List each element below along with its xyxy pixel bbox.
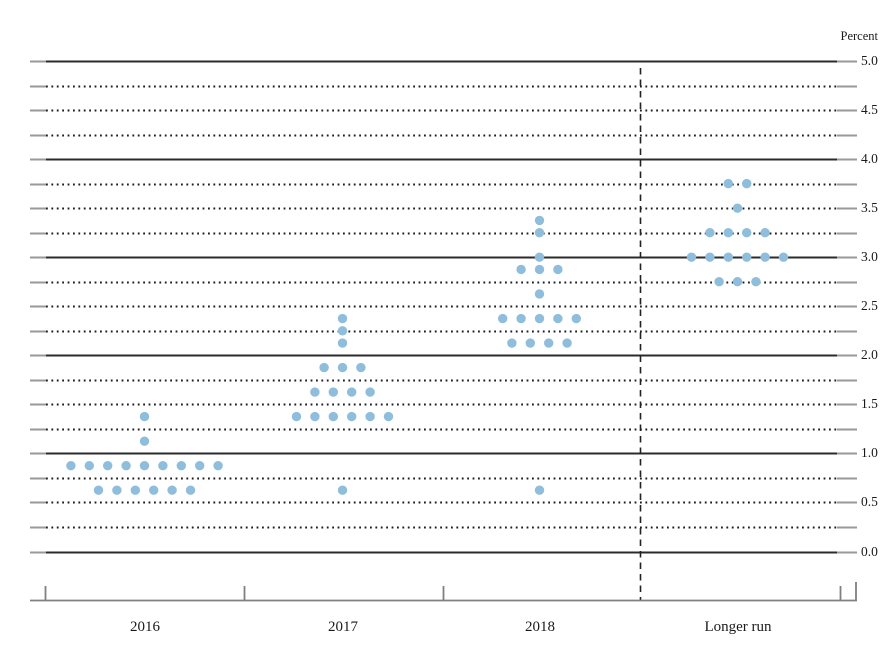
projection-dot-2017-1.375: [310, 411, 320, 422]
projection-dot-2018-2.875: [534, 264, 545, 275]
projection-dot-2016-0.625: [130, 485, 140, 495]
y-tick-label: 1.0: [861, 445, 878, 461]
projection-dot-2016-1.375: [139, 411, 150, 422]
y-tick-label: 4.5: [861, 102, 878, 118]
projection-dot-longer-run-3.75: [742, 178, 752, 189]
projection-dot-2016-0.875: [176, 460, 186, 471]
projection-dot-2017-1.625: [310, 387, 320, 397]
projection-dot-2017-1.375: [291, 411, 302, 422]
y-tick-label: 0.5: [861, 494, 878, 510]
projection-dot-2017-1.625: [365, 387, 375, 397]
projection-dot-2017-1.875: [337, 362, 348, 373]
projection-dot-2016-0.625: [93, 485, 104, 495]
projection-dot-2018-2.375: [571, 313, 581, 324]
projection-dot-2017-1.625: [328, 387, 338, 397]
projection-dot-longer-run-3.5: [732, 203, 743, 213]
projection-dot-2016-0.875: [213, 460, 223, 471]
projection-dot-2018-2.375: [553, 313, 563, 324]
projection-dot-2018-2.375: [534, 313, 545, 324]
y-axis-unit-label: Percent: [840, 29, 878, 43]
projection-dot-2018-0.625: [534, 485, 545, 495]
projection-dot-longer-run-3: [760, 252, 770, 262]
projection-dot-longer-run-3: [686, 252, 697, 262]
projection-dot-2018-3.25: [534, 227, 545, 238]
projection-dot-2018-3: [534, 252, 545, 262]
projection-dot-longer-run-2.75: [732, 277, 743, 287]
projection-dot-2016-0.875: [121, 460, 131, 471]
projection-dot-2018-2.125: [544, 338, 554, 348]
projection-dot-longer-run-3: [723, 252, 733, 262]
projection-dot-2016-0.625: [167, 485, 177, 495]
projection-dot-2017-1.375: [365, 411, 375, 422]
projection-dot-2016-1.125: [139, 436, 150, 446]
x-category-label-2016: 2016: [130, 619, 160, 635]
y-tick-label: 5.0: [861, 53, 878, 68]
y-tick-label: 3.0: [861, 249, 878, 265]
projection-dot-2017-2.375: [337, 313, 348, 324]
projection-dot-longer-run-3: [705, 252, 715, 262]
projection-dot-longer-run-2.75: [714, 277, 724, 287]
projection-dot-2017-1.375: [328, 411, 338, 422]
projection-dot-2016-0.875: [139, 460, 150, 471]
projection-dot-2016-0.625: [112, 485, 122, 495]
projection-dot-2018-3.375: [534, 215, 545, 226]
projection-dot-2018-2.375: [498, 313, 508, 324]
projection-dot-2016-0.625: [149, 485, 159, 495]
projection-dot-2017-1.875: [356, 362, 366, 373]
projection-dot-2017-1.375: [383, 411, 394, 422]
projection-dot-2018-2.875: [516, 264, 526, 275]
projection-dot-2017-1.875: [319, 362, 329, 373]
projection-dot-2016-0.875: [195, 460, 205, 471]
projection-dot-longer-run-3.25: [742, 227, 752, 238]
projection-dot-longer-run-3: [742, 252, 752, 262]
x-category-label-longer-run: Longer run: [704, 619, 772, 635]
y-tick-label: 4.0: [861, 151, 878, 167]
projection-dot-2016-0.625: [185, 485, 196, 495]
projection-dot-2018-2.125: [562, 338, 572, 348]
projection-dot-2018-2.375: [516, 313, 526, 324]
x-category-label-2017: 2017: [328, 619, 358, 635]
projection-dot-longer-run-3: [778, 252, 789, 262]
y-tick-label: 1.5: [861, 396, 878, 412]
projection-dot-2017-1.625: [347, 387, 357, 397]
y-tick-label: 3.5: [861, 200, 878, 216]
projection-dot-2018-2.125: [525, 338, 535, 348]
projection-dot-2017-1.375: [347, 411, 357, 422]
projection-dot-2016-0.875: [158, 460, 168, 471]
projection-dot-longer-run-3.25: [705, 227, 715, 238]
projection-dot-2017-0.625: [337, 485, 348, 495]
projection-dot-2017-2.125: [337, 338, 348, 348]
projection-dot-2016-0.875: [66, 460, 76, 471]
projection-dot-2018-2.125: [507, 338, 517, 348]
projection-dot-2016-0.875: [84, 460, 95, 471]
y-tick-label: 0.0: [861, 543, 878, 559]
projection-dot-longer-run-3.75: [723, 178, 733, 189]
projection-dot-longer-run-3.25: [723, 227, 733, 238]
y-tick-label: 2.5: [861, 298, 878, 314]
projection-dot-2017-2.25: [337, 326, 348, 336]
projection-dot-longer-run-3.25: [760, 227, 770, 238]
x-category-label-2018: 2018: [525, 619, 555, 635]
projection-dot-2016-0.875: [103, 460, 113, 471]
y-tick-label: 2.0: [861, 347, 878, 363]
projection-dot-longer-run-2.75: [751, 277, 761, 287]
projection-dot-2018-2.875: [553, 264, 563, 275]
projection-dot-2018-2.625: [534, 289, 545, 299]
